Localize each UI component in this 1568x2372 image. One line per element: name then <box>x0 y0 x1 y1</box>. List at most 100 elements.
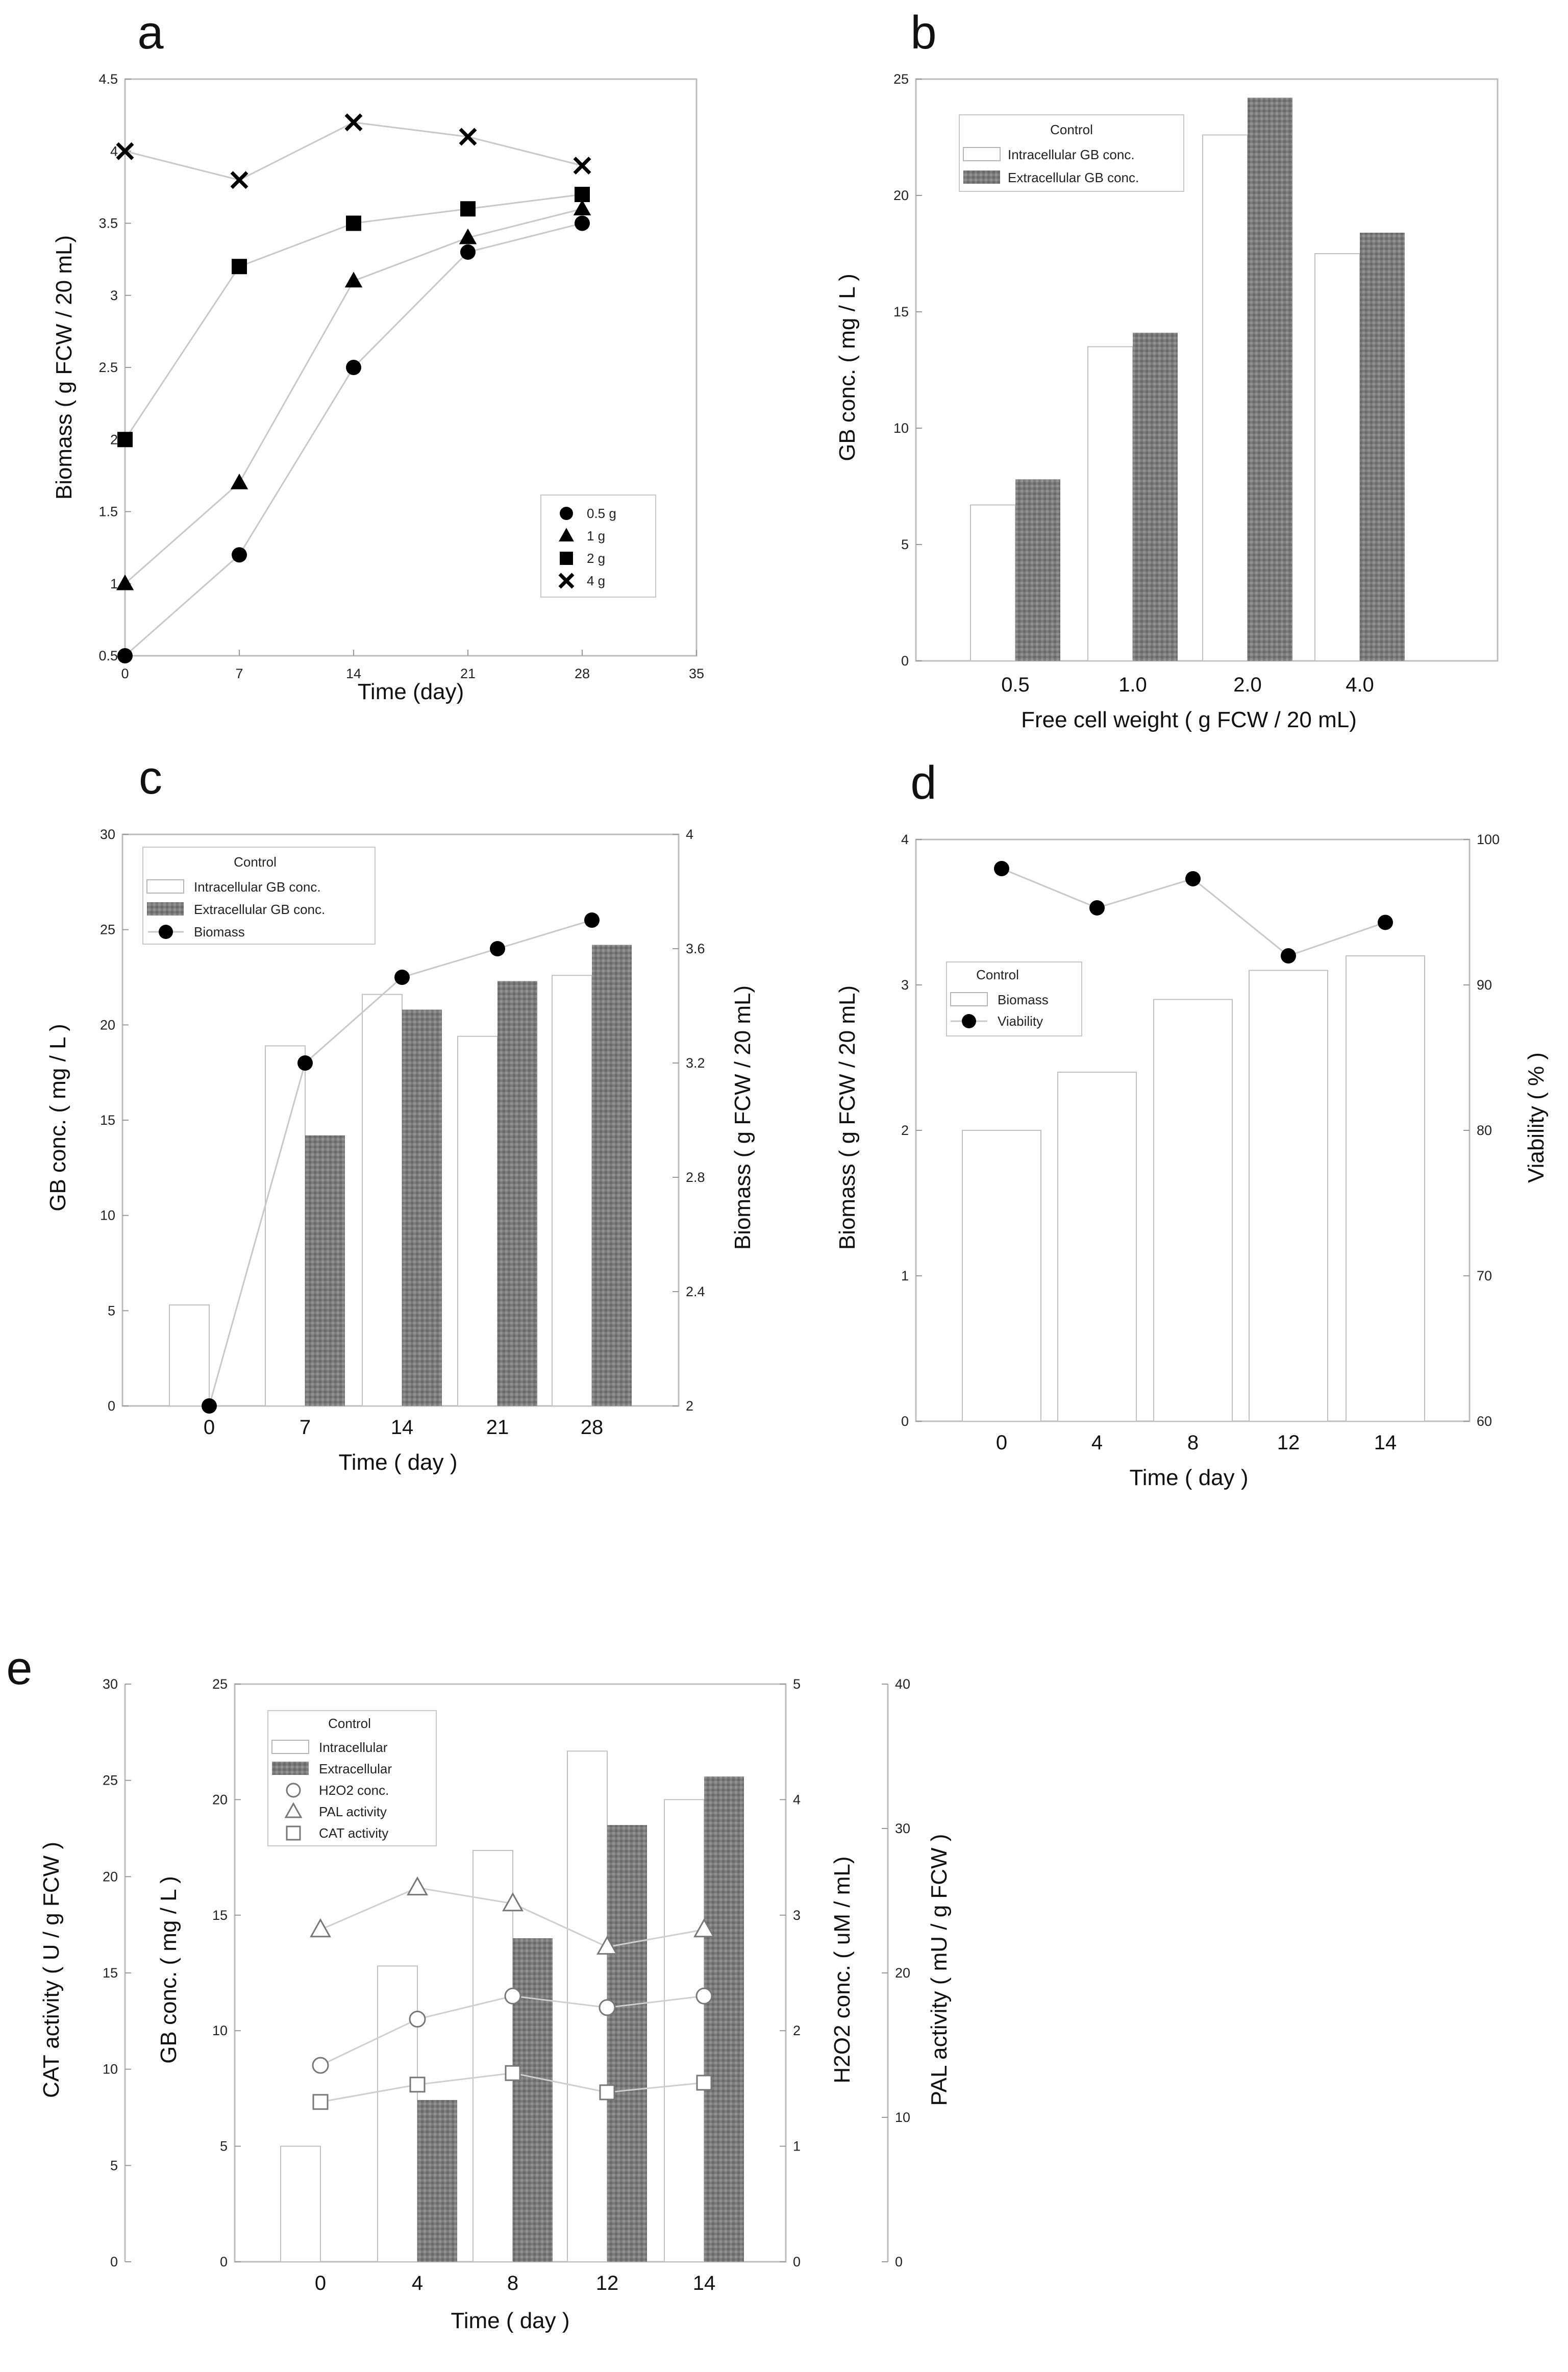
y2-axis-c-tick-label: 3.2 <box>686 1055 705 1071</box>
y-inner-right-axis-e-tick-label: 5 <box>793 1676 801 1692</box>
legend-swatch-white <box>146 879 184 894</box>
y-axis-a-tick-label: 4.5 <box>98 71 118 87</box>
data-point-h2o2 <box>312 2057 329 2074</box>
data-point-cross <box>344 113 363 132</box>
y-axis-e-tick-label: 5 <box>220 2139 228 2154</box>
y-axis-a-tick-label: 0.5 <box>98 648 118 663</box>
data-point-square <box>232 259 247 275</box>
data-point-pal <box>502 1892 524 1912</box>
y-axis-c-tick-label: 10 <box>100 1208 115 1223</box>
bar-intracellular <box>377 1965 418 2262</box>
x-axis-label-e: Time ( day ) <box>451 2308 569 2333</box>
legend-swatch-gray <box>147 902 184 916</box>
series-line-cross <box>125 121 583 181</box>
y-axis-e-tick-label: 15 <box>212 1908 228 1923</box>
data-point-triangle <box>116 574 134 590</box>
y-axis-a-tick-label: 3.5 <box>98 216 118 231</box>
y-axis-e-tick-label: 20 <box>212 1792 228 1807</box>
data-point-biomass <box>202 1398 217 1414</box>
data-point-square <box>346 215 361 231</box>
bar-intracellular <box>970 504 1016 661</box>
y-axis-b-tick-label: 25 <box>893 71 909 87</box>
y-axis-c-tick-label: 30 <box>100 827 115 842</box>
y-axis-d-tick-label: 2 <box>901 1123 909 1138</box>
y-outer-left-axis-e-tick-label: 15 <box>103 1965 118 1981</box>
x-category-label-b: 4.0 <box>1346 674 1374 696</box>
bar-extracellular <box>497 981 537 1406</box>
legend-label: Extracellular <box>319 1761 392 1776</box>
x-category-label-c: 14 <box>391 1416 414 1439</box>
legend-title-d: Control <box>976 967 1019 982</box>
x-category-label-e: 8 <box>507 2272 518 2294</box>
legend-label: 4 g <box>587 573 605 588</box>
legend-marker-open-triangle <box>284 1802 303 1818</box>
x-axis-label-c: Time ( day ) <box>338 1450 457 1475</box>
legend-label: PAL activity <box>319 1804 387 1819</box>
legend-label: Extracellular GB conc. <box>1008 170 1139 185</box>
x-axis-a-tick-label: 14 <box>346 666 361 681</box>
data-point-cross-stroke <box>230 171 248 189</box>
x-axis-label-a: Time (day) <box>358 679 464 704</box>
bar-biomass <box>1249 970 1328 1422</box>
data-point-circle <box>460 244 476 260</box>
y-outer-left-axis-e-tick-label: 0 <box>110 2254 118 2269</box>
y-axis-a-tick-label: 2.5 <box>98 360 118 375</box>
data-point-triangle <box>230 474 248 489</box>
y-axis-c-tick-label: 20 <box>100 1017 115 1032</box>
y2-axis-label-c: Biomass ( g FCW / 20 mL) <box>730 985 755 1250</box>
data-point-pal <box>407 1876 428 1896</box>
y-axis-c-tick-label: 5 <box>108 1303 115 1318</box>
bar-intracellular <box>265 1045 306 1406</box>
y-axis-label-a: Biomass ( g FCW / 20 mL) <box>52 235 77 500</box>
data-point-circle <box>575 215 590 231</box>
data-point-viability <box>1281 948 1296 963</box>
legend-label: Biomass <box>998 992 1049 1007</box>
data-point-pal <box>596 1935 618 1955</box>
legend-label: Viability <box>998 1014 1043 1029</box>
data-point-circle <box>346 360 361 375</box>
x-category-label-b: 0.5 <box>1001 674 1030 696</box>
bar-intracellular <box>552 975 592 1407</box>
x-category-label-c: 7 <box>300 1416 311 1439</box>
bar-extracellular <box>417 2100 457 2262</box>
y-outer-left-axis-e-tick-label: 20 <box>103 1869 118 1884</box>
panel-letter-a: a <box>137 7 164 59</box>
legend-swatch-gray <box>963 170 1000 184</box>
data-point-cross <box>459 128 477 146</box>
data-point-viability <box>1089 900 1105 916</box>
legend-label: Biomass <box>194 924 245 940</box>
y2-axis-d-tick-label: 90 <box>1477 977 1492 993</box>
data-point-triangle <box>573 200 591 215</box>
x-axis-label-d: Time ( day ) <box>1129 1465 1248 1490</box>
y-outer-right-axis-e-tick-label: 0 <box>895 2254 903 2269</box>
y-outer-right-axis-e-tick-label: 20 <box>895 1965 910 1981</box>
legend-marker-cross <box>558 573 575 589</box>
data-point-cross-stroke <box>344 113 363 132</box>
x-category-label-d: 14 <box>1374 1431 1397 1454</box>
y-axis-e-tick-label: 0 <box>220 2254 228 2269</box>
data-point-cross-stroke <box>459 128 477 146</box>
data-point-cat <box>312 2094 329 2110</box>
legend-title-c: Control <box>234 854 277 870</box>
x-category-label-d: 12 <box>1277 1431 1300 1454</box>
bar-intracellular <box>1314 253 1360 661</box>
legend-label: 1 g <box>587 528 605 543</box>
bar-intracellular <box>664 1799 705 2262</box>
data-point-viability <box>994 861 1009 876</box>
data-point-circle <box>232 547 247 563</box>
y-axis-c-tick-label: 15 <box>100 1113 115 1128</box>
data-point-viability <box>1185 871 1201 886</box>
legend-box <box>267 1710 437 1846</box>
data-point-biomass <box>584 912 600 928</box>
y2-axis-d-tick-label: 100 <box>1477 832 1500 847</box>
bar-intracellular <box>362 994 403 1406</box>
bar-biomass <box>1153 999 1233 1422</box>
y-axis-d-tick-label: 0 <box>901 1414 909 1429</box>
y-outer-left-axis-e-tick-label: 30 <box>103 1676 118 1692</box>
series-line-circle <box>125 223 583 657</box>
bar-intracellular <box>1202 134 1248 662</box>
data-point-cat <box>505 2065 521 2081</box>
y2-axis-c-tick-label: 3.6 <box>686 941 705 956</box>
legend-marker-open-circle <box>286 1783 301 1798</box>
